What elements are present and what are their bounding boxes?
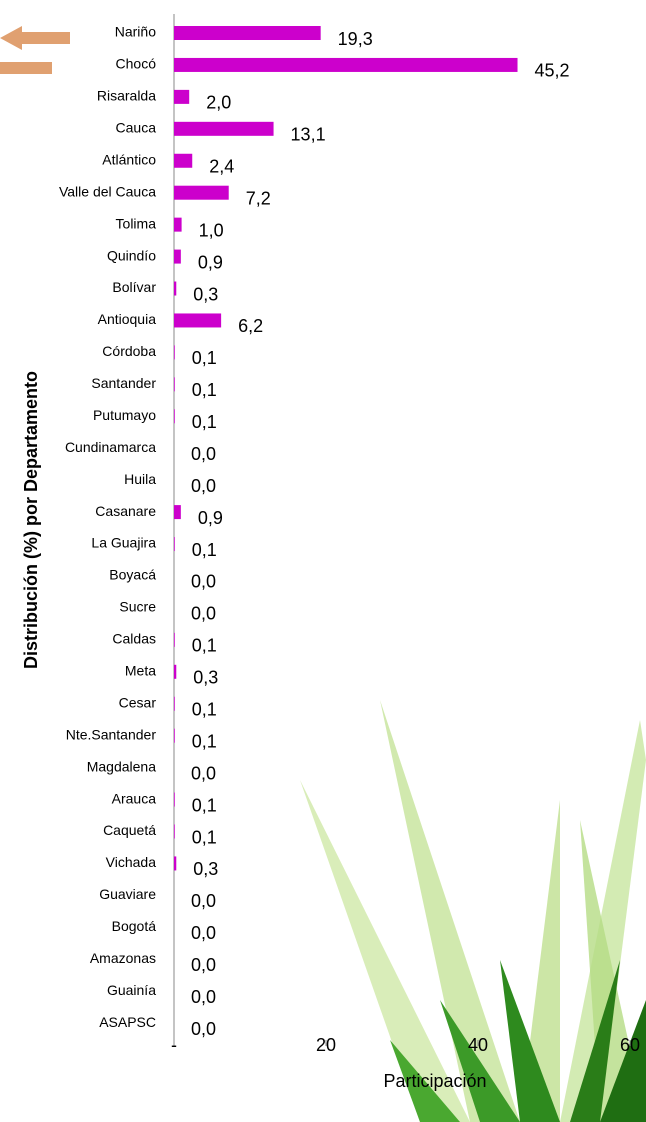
- bar: [174, 409, 175, 424]
- value-label: 0,0: [191, 444, 216, 464]
- value-label: 0,0: [191, 923, 216, 943]
- bar: [174, 792, 175, 807]
- y-tick-label: Meta: [125, 663, 156, 679]
- x-tick-label: -: [171, 1035, 177, 1055]
- value-label: 0,0: [191, 955, 216, 975]
- value-label: 0,3: [193, 284, 218, 304]
- x-tick-label: 60: [620, 1035, 640, 1055]
- y-tick-label: Risaralda: [97, 88, 156, 104]
- y-tick-label: Tolima: [116, 215, 157, 231]
- value-label: 45,2: [535, 61, 570, 81]
- y-tick-label: Valle del Cauca: [59, 183, 156, 199]
- value-label: 0,0: [191, 604, 216, 624]
- bar: [174, 313, 222, 328]
- x-tick-label: 20: [316, 1035, 336, 1055]
- y-tick-label: Santander: [91, 375, 156, 391]
- y-tick-label: ASAPSC: [99, 1014, 156, 1030]
- value-label: 0,9: [198, 508, 223, 528]
- y-tick-label: Atlántico: [102, 151, 156, 167]
- value-label: 0,0: [191, 476, 216, 496]
- bar: [174, 728, 175, 743]
- x-tick-label: 40: [468, 1035, 488, 1055]
- x-axis-label: Participación: [383, 1071, 486, 1091]
- bar: [174, 537, 175, 552]
- y-tick-label: Amazonas: [90, 950, 156, 966]
- y-tick-label: Antioquia: [98, 311, 157, 327]
- arrow-decoration: [0, 26, 70, 74]
- value-label: 7,2: [246, 188, 271, 208]
- y-tick-label: Caquetá: [103, 822, 156, 838]
- value-label: 0,0: [191, 891, 216, 911]
- bar: [174, 696, 175, 711]
- value-label: 0,0: [191, 763, 216, 783]
- value-label: 0,0: [191, 572, 216, 592]
- value-label: 0,1: [192, 795, 217, 815]
- y-tick-label: Arauca: [112, 790, 157, 806]
- bar: [174, 153, 193, 168]
- y-tick-label: Sucre: [119, 599, 156, 615]
- bar: [174, 57, 518, 72]
- y-tick-label: Casanare: [95, 503, 156, 519]
- bar: [174, 121, 274, 136]
- y-tick-label: Vichada: [106, 854, 157, 870]
- value-label: 13,1: [291, 125, 326, 145]
- value-label: 0,3: [193, 668, 218, 688]
- bar: [174, 824, 175, 839]
- y-tick-label: Bogotá: [112, 918, 157, 934]
- y-tick-label: Caldas: [112, 631, 156, 647]
- bar: [174, 89, 190, 104]
- y-tick-label: Quindío: [107, 247, 156, 263]
- bar: [174, 345, 175, 360]
- bar: [174, 505, 181, 520]
- y-tick-label: Huila: [124, 471, 156, 487]
- y-tick-label: Magdalena: [87, 758, 156, 774]
- y-tick-label: Nte.Santander: [66, 726, 157, 742]
- bar: [174, 217, 182, 232]
- bar: [174, 185, 229, 200]
- y-tick-label: Bolívar: [112, 279, 156, 295]
- value-label: 0,3: [193, 859, 218, 879]
- value-label: 0,1: [192, 412, 217, 432]
- value-label: 0,1: [192, 699, 217, 719]
- y-tick-label: Putumayo: [93, 407, 156, 423]
- bar: [174, 249, 181, 264]
- y-tick-label: Cesar: [119, 694, 157, 710]
- value-label: 0,0: [191, 1019, 216, 1039]
- y-tick-label: Cauca: [116, 120, 157, 136]
- value-label: 0,1: [192, 731, 217, 751]
- y-tick-label: Boyacá: [109, 567, 156, 583]
- value-label: 0,1: [192, 540, 217, 560]
- y-tick-label: Nariño: [115, 24, 156, 40]
- value-label: 6,2: [238, 316, 263, 336]
- value-label: 0,1: [192, 827, 217, 847]
- value-label: 19,3: [338, 29, 373, 49]
- y-tick-label: La Guajira: [91, 535, 156, 551]
- bar: [174, 281, 177, 296]
- value-label: 0,9: [198, 252, 223, 272]
- value-label: 0,1: [192, 636, 217, 656]
- value-label: 0,1: [192, 380, 217, 400]
- bar: [174, 664, 177, 679]
- y-tick-label: Guaviare: [99, 886, 156, 902]
- value-label: 0,1: [192, 348, 217, 368]
- value-label: 2,4: [209, 157, 234, 177]
- value-label: 1,0: [199, 220, 224, 240]
- bar: [174, 377, 175, 392]
- bar: [174, 856, 177, 871]
- value-label: 0,0: [191, 987, 216, 1007]
- grass-decoration: [300, 700, 646, 1122]
- bar: [174, 632, 175, 647]
- bar: [174, 26, 321, 40]
- y-tick-label: Guainía: [107, 982, 156, 998]
- y-axis-label: Distribución (%) por Departamento: [21, 371, 41, 669]
- y-tick-label: Cundinamarca: [65, 439, 156, 455]
- y-tick-label: Chocó: [116, 56, 157, 72]
- value-label: 2,0: [206, 93, 231, 113]
- y-tick-label: Córdoba: [102, 343, 156, 359]
